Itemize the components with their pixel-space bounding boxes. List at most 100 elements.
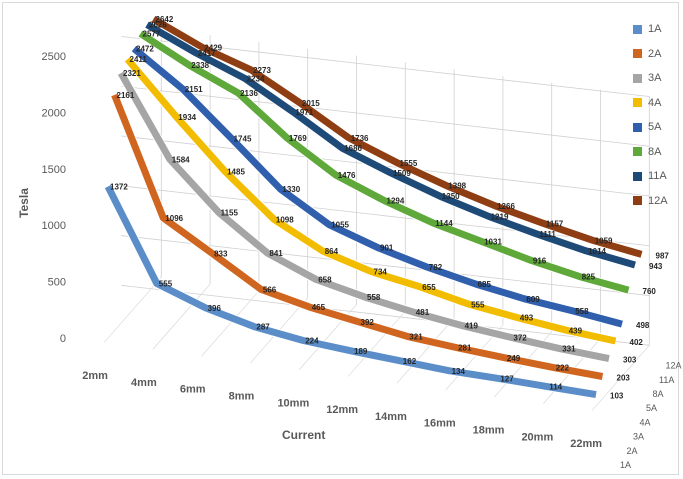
data-label: 249 (507, 354, 521, 363)
data-label: 558 (367, 293, 381, 302)
data-label: 2642 (156, 15, 174, 24)
data-label: 2273 (253, 66, 271, 75)
data-label: 2161 (117, 91, 135, 100)
legend-label: 3A (648, 72, 662, 84)
data-label: 1372 (110, 183, 128, 192)
legend-label: 11A (648, 170, 667, 182)
series-line (151, 15, 643, 258)
data-label: 864 (325, 247, 339, 256)
y-tick-label: 2500 (42, 51, 66, 63)
legend-label: 12A (648, 194, 668, 207)
data-label: 1745 (234, 135, 252, 144)
data-label: 1584 (172, 155, 190, 164)
data-label: 134 (452, 367, 466, 376)
data-label: 114 (549, 383, 562, 392)
y-tick-label: 2000 (42, 107, 66, 119)
data-label: 1294 (387, 197, 405, 206)
data-label: 1014 (588, 247, 606, 256)
data-label: 566 (263, 285, 277, 294)
data-label: 222 (556, 364, 570, 373)
legend-swatch (633, 98, 642, 107)
data-label: 1934 (178, 113, 196, 122)
legend-swatch (633, 122, 642, 132)
x-tick-label: 18mm (473, 425, 505, 437)
depth-tick-label: 3A (633, 432, 644, 442)
data-label: 1098 (276, 215, 294, 224)
series-line (124, 56, 617, 345)
chart-frame (2, 2, 679, 475)
floor-gridline (201, 290, 260, 357)
x-tick-label: 6mm (180, 384, 206, 396)
x-tick-label: 14mm (375, 411, 407, 423)
data-label: 1330 (282, 185, 300, 194)
gridline-y (121, 235, 650, 296)
data-label: 2136 (240, 89, 258, 98)
data-label: 1155 (221, 208, 239, 217)
legend-item: 8A (633, 145, 661, 159)
data-label: 1096 (165, 214, 183, 223)
data-label: 1031 (484, 238, 502, 247)
data-label: 331 (562, 345, 576, 354)
data-label: 2151 (185, 85, 203, 94)
data-label: 1485 (227, 167, 245, 176)
legend-item: 12A (633, 194, 668, 208)
data-label: 1398 (448, 182, 466, 191)
gridline-y (121, 284, 650, 346)
data-label: 987 (656, 251, 670, 260)
data-label: 2015 (302, 99, 320, 108)
data-label: 103 (610, 392, 624, 401)
data-label: 419 (465, 322, 479, 331)
data-label: 493 (520, 314, 534, 323)
data-label: 2338 (191, 61, 209, 70)
chart-tick-labels: 0 500 1000 1500 2000 2500 2mm 4mm 6mm 8mm 10mm 12mm… (42, 51, 682, 470)
series-line (117, 71, 610, 363)
data-label: 558 (575, 307, 589, 316)
data-label: 162 (403, 357, 417, 366)
x-tick-label: 4mm (131, 377, 157, 389)
series-line (145, 21, 636, 269)
data-label: 321 (409, 332, 423, 341)
legend-swatch (633, 49, 642, 58)
data-label: 2234 (247, 74, 265, 83)
data-label: 2577 (143, 30, 161, 39)
data-label: 655 (422, 283, 436, 292)
depth-tick-label: 5A (646, 403, 657, 413)
y-axis-title: Tesla (17, 188, 31, 218)
data-label: 825 (582, 273, 596, 282)
legend-swatch (633, 147, 642, 156)
data-label: 1971 (295, 108, 313, 117)
data-label: 287 (256, 323, 270, 332)
data-label: 734 (374, 268, 388, 277)
data-label: 1686 (344, 144, 362, 153)
legend-item: 3A (633, 71, 661, 85)
data-label: 2417 (198, 49, 216, 58)
y-tick-label: 500 (48, 277, 66, 289)
data-label: 439 (569, 326, 583, 335)
data-label: 658 (318, 276, 332, 285)
series-line (104, 184, 597, 399)
x-tick-label: 12mm (326, 404, 358, 416)
legend-swatch (633, 171, 642, 181)
x-tick-label: 16mm (424, 418, 456, 430)
legend-swatch (633, 73, 642, 83)
x-tick-label: 10mm (277, 397, 309, 409)
depth-tick-label: 1A (620, 460, 631, 470)
data-label: 392 (361, 318, 375, 327)
x-tick-label: 20mm (521, 431, 553, 443)
data-label: 1144 (435, 219, 453, 228)
y-tick-label: 1500 (42, 164, 66, 176)
data-label: 555 (471, 300, 485, 309)
legend-label: 8A (648, 145, 662, 158)
data-label: 1476 (338, 171, 356, 180)
data-label: 901 (380, 244, 394, 253)
series-line (111, 93, 604, 380)
chart-series (103, 15, 643, 400)
legend-item: 11A (633, 169, 667, 183)
data-label: 685 (478, 280, 492, 289)
data-label: 189 (354, 347, 368, 356)
x-tick-label: 22mm (570, 438, 602, 450)
chart-data-labels: 2642 2429 2273 2015 1736 1555 1398 1266 1157 1059… (110, 15, 669, 401)
legend-label: 2A (648, 47, 662, 60)
data-label: 1509 (393, 169, 411, 178)
data-label: 2626 (149, 21, 167, 30)
